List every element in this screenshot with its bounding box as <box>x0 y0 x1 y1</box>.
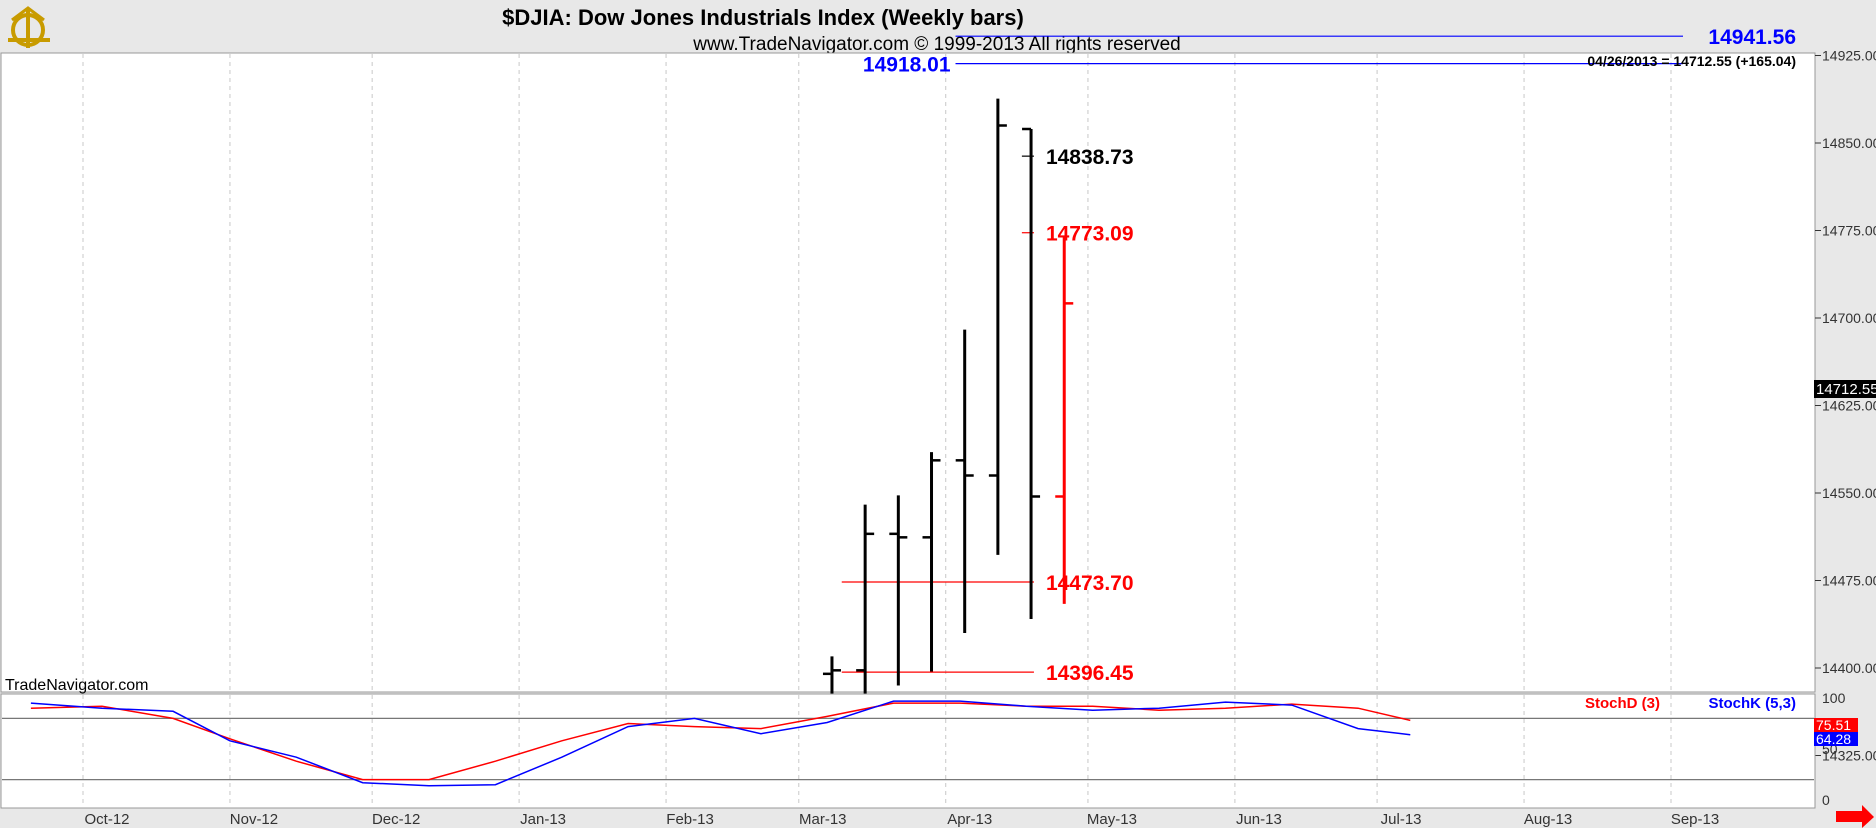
ohlc-bars <box>822 98 1074 779</box>
time-tick-label: Oct-12 <box>84 811 129 828</box>
price-tick-label: 14475.00 <box>1822 573 1876 589</box>
time-axis: Oct-12 Nov-12 Dec-12 Jan-13 Feb-13 Mar-13 Apr-… <box>84 811 1719 828</box>
stochastic-panel <box>0 693 1816 809</box>
stochK-value-label: 64.28 <box>1816 731 1851 747</box>
time-tick-label: Dec-12 <box>372 811 420 828</box>
level-label: 14396.45 <box>1046 662 1134 685</box>
stochastic-tick-label: 0 <box>1822 792 1830 808</box>
legend-stochD: StochD (3) <box>1585 695 1660 712</box>
level-label: 14941.56 <box>1708 26 1796 49</box>
current-price-box <box>1814 380 1876 398</box>
chart-subtitle: www.TradeNavigator.com © 1999-2013 All r… <box>692 34 1180 55</box>
vertical-grid-stochastic <box>82 695 1672 807</box>
stochastic-tick-label: 100 <box>1822 690 1846 706</box>
stochD-value-label: 75.51 <box>1816 717 1851 733</box>
info-readout: 04/26/2013 = 14712.55 (+165.04) <box>1587 53 1796 69</box>
sextant-logo-icon <box>8 6 50 48</box>
time-tick-label: Jul-13 <box>1381 811 1422 828</box>
stochD-value-box <box>1814 718 1858 732</box>
time-tick-label: Apr-13 <box>947 811 992 828</box>
level-label: 14473.70 <box>1046 572 1134 595</box>
level-label: 14838.73 <box>1046 146 1134 169</box>
stochK-value-box <box>1814 732 1858 746</box>
chart-title: $DJIA: Dow Jones Industrials Index (Week… <box>502 5 1024 30</box>
vertical-grid-price <box>82 54 1672 692</box>
time-tick-label: Mar-13 <box>799 811 847 828</box>
legend-stochK: StochK (5,3) <box>1708 695 1796 712</box>
time-tick-label: Jun-13 <box>1236 811 1282 828</box>
price-tick-label: 14400.00 <box>1822 660 1876 676</box>
stochastic-series-line <box>30 702 1411 781</box>
time-tick-label: May-13 <box>1087 811 1137 828</box>
price-tick-label: 14850.00 <box>1822 135 1876 151</box>
price-tick-label: 14925.00 <box>1822 48 1876 64</box>
time-tick-label: Jan-13 <box>520 811 566 828</box>
scroll-right-arrow-icon[interactable] <box>1836 805 1874 828</box>
level-label: 14918.01 <box>863 54 951 77</box>
price-tick-label: 14625.00 <box>1822 398 1876 414</box>
price-tick-label: 14325.00 <box>1822 748 1876 764</box>
price-tick-label: 14700.00 <box>1822 310 1876 326</box>
price-tick-label: 14775.00 <box>1822 223 1876 239</box>
price-panel <box>0 52 1816 693</box>
price-axis: 15150.0015075.0015000.0014925.0014850.00… <box>1815 48 1876 764</box>
price-levels: 15120.0614941.5614918.0114838.7314773.09… <box>841 26 1796 756</box>
current-price-label: 14712.55 <box>1816 381 1876 398</box>
stochastic-series-line <box>30 700 1411 787</box>
time-tick-label: Sep-13 <box>1671 811 1719 828</box>
stochastic-lines <box>30 700 1411 787</box>
price-tick-label: 14550.00 <box>1822 485 1876 501</box>
time-tick-label: Feb-13 <box>666 811 714 828</box>
watermark: TradeNavigator.com <box>5 677 148 694</box>
level-label: 14773.09 <box>1046 223 1134 246</box>
time-tick-label: Nov-12 <box>230 811 278 828</box>
time-tick-label: Aug-13 <box>1524 811 1572 828</box>
